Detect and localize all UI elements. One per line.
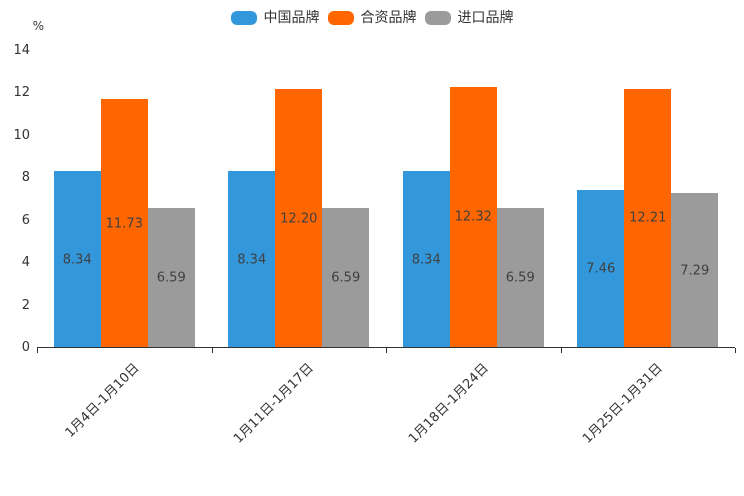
y-tick-label: 12: [13, 85, 30, 101]
legend-swatch-icon: [327, 11, 354, 25]
x-category-label-2: 1月18日-1月24日: [405, 360, 492, 447]
legend-label: 进口品牌: [457, 10, 514, 26]
legend-item-2[interactable]: 进口品牌: [424, 9, 514, 27]
bar-中国品牌-3[interactable]: 7.46: [577, 189, 625, 348]
legend-swatch-icon: [230, 11, 257, 25]
bar-进口品牌-2[interactable]: 6.59: [496, 208, 544, 348]
x-category-label-0: 1月4日-1月10日: [62, 360, 143, 441]
x-category-label-1: 1月11日-1月17日: [231, 360, 318, 447]
legend-swatch-icon: [424, 11, 451, 25]
bar-进口品牌-0[interactable]: 6.59: [147, 208, 195, 348]
bar-value-label: 12.20: [280, 211, 318, 227]
chart-legend: 中国品牌 合资品牌 进口品牌: [0, 9, 744, 27]
legend-item-1[interactable]: 合资品牌: [327, 9, 417, 27]
bar-value-label: 12.32: [454, 209, 492, 225]
bar-进口品牌-1[interactable]: 6.59: [322, 208, 370, 348]
y-tick-label: 10: [13, 127, 30, 143]
bar-value-label: 12.21: [629, 210, 667, 226]
y-axis-unit-label: %: [32, 19, 44, 33]
bar-value-label: 7.29: [680, 263, 710, 279]
bar-value-label: 6.59: [156, 270, 186, 286]
y-tick-label: 6: [21, 212, 30, 228]
bar-value-label: 8.34: [62, 252, 92, 268]
bar-中国品牌-1[interactable]: 8.34: [228, 171, 276, 348]
bar-value-label: 8.34: [237, 252, 267, 268]
bar-value-label: 6.59: [331, 270, 361, 286]
y-tick-label: 8: [21, 170, 30, 186]
x-axis-tick: [386, 348, 387, 353]
bar-中国品牌-2[interactable]: 8.34: [402, 171, 450, 348]
y-tick-label: 2: [21, 297, 30, 313]
x-axis-line: [37, 347, 735, 348]
bar-合资品牌-0[interactable]: 11.73: [100, 99, 148, 348]
x-axis-tick: [735, 348, 736, 353]
legend-item-0[interactable]: 中国品牌: [230, 9, 320, 27]
x-category-label-3: 1月25日-1月31日: [580, 360, 667, 447]
x-axis-tick: [211, 348, 213, 353]
legend-label: 合资品牌: [360, 10, 417, 26]
bar-value-label: 11.73: [105, 216, 143, 232]
bar-中国品牌-0[interactable]: 8.34: [53, 171, 101, 348]
y-tick-label: 0: [21, 340, 30, 355]
bar-合资品牌-1[interactable]: 12.20: [275, 89, 323, 348]
bar-进口品牌-3[interactable]: 7.29: [671, 193, 719, 348]
bar-合资品牌-3[interactable]: 12.21: [624, 88, 672, 348]
x-axis-tick: [37, 348, 38, 353]
bar-value-label: 8.34: [411, 252, 441, 268]
x-axis-tick: [560, 348, 562, 353]
bar-value-label: 6.59: [505, 270, 535, 286]
y-tick-label: 14: [13, 43, 30, 58]
y-tick-label: 4: [21, 255, 30, 271]
bar-合资品牌-2[interactable]: 12.32: [449, 86, 497, 348]
legend-label: 中国品牌: [263, 10, 320, 26]
bar-value-label: 7.46: [586, 261, 616, 277]
